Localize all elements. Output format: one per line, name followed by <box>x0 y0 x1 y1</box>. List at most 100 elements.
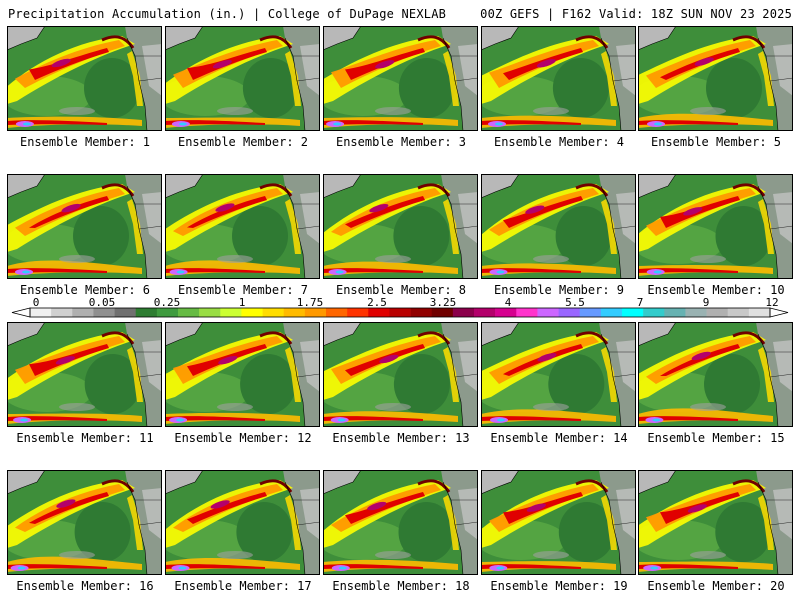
precip-map <box>165 26 320 131</box>
ensemble-panel-13 <box>323 322 478 427</box>
colorbar-tick-label: 1 <box>239 297 246 309</box>
ensemble-panel-18 <box>323 470 478 575</box>
ensemble-panel-12 <box>165 322 320 427</box>
precip-map <box>7 322 162 427</box>
colorbar-tick-label: 7 <box>637 297 644 309</box>
colorbar-tick-label: 0.25 <box>154 297 181 309</box>
colorbar-swatch <box>220 308 242 317</box>
precip-map <box>638 174 793 279</box>
ensemble-member-label: Ensemble Member: 18 <box>332 579 470 593</box>
colorbar-swatch <box>114 308 137 317</box>
colorbar-swatch <box>727 308 750 317</box>
colorbar-swatch <box>431 308 454 317</box>
colorbar-min-arrow <box>11 307 31 318</box>
colorbar-swatch <box>368 308 390 317</box>
colorbar-swatch <box>326 308 348 317</box>
colorbar-swatch <box>516 308 538 317</box>
ensemble-member-label: Ensemble Member: 6 <box>19 283 151 297</box>
precip-map <box>481 174 636 279</box>
ensemble-member-label: Ensemble Member: 1 <box>19 135 151 149</box>
precip-map <box>165 322 320 427</box>
precip-map <box>638 26 793 131</box>
colorbar-tick-label: 4 <box>505 297 512 309</box>
ensemble-member-label: Ensemble Member: 4 <box>493 135 625 149</box>
colorbar-tick-label: 0 <box>33 297 40 309</box>
ensemble-panel-2 <box>165 26 320 131</box>
colorbar-swatch <box>643 308 665 317</box>
colorbar-swatch <box>262 308 285 317</box>
colorbar-swatch <box>72 308 94 317</box>
ensemble-member-label: Ensemble Member: 7 <box>177 283 309 297</box>
ensemble-member-label: Ensemble Member: 12 <box>174 431 312 445</box>
ensemble-panel-9 <box>481 174 636 279</box>
precip-map <box>481 322 636 427</box>
ensemble-panel-1 <box>7 26 162 131</box>
ensemble-panel-14 <box>481 322 636 427</box>
ensemble-panel-20 <box>638 470 793 575</box>
colorbar-tick-label: 1.75 <box>297 297 324 309</box>
ensemble-member-label: Ensemble Member: 20 <box>647 579 785 593</box>
precip-map <box>323 174 478 279</box>
ensemble-panel-16 <box>7 470 162 575</box>
colorbar-swatch <box>156 308 179 317</box>
precip-map <box>7 470 162 575</box>
ensemble-member-label: Ensemble Member: 10 <box>647 283 785 297</box>
colorbar-tick-label: 2.5 <box>367 297 387 309</box>
colorbar-swatch <box>283 308 306 317</box>
colorbar-swatch <box>558 308 581 317</box>
precip-map <box>165 174 320 279</box>
colorbar-swatch <box>622 308 644 317</box>
precip-map <box>323 322 478 427</box>
colorbar-swatch <box>495 308 517 317</box>
ensemble-panel-11 <box>7 322 162 427</box>
colorbar-swatch <box>241 308 263 317</box>
ensemble-member-label: Ensemble Member: 16 <box>16 579 154 593</box>
colorbar-swatch <box>389 308 411 317</box>
ensemble-panel-8 <box>323 174 478 279</box>
ensemble-member-label: Ensemble Member: 19 <box>490 579 628 593</box>
colorbar-tick-label: 5.5 <box>565 297 585 309</box>
precip-map <box>638 322 793 427</box>
ensemble-member-label: Ensemble Member: 15 <box>647 431 785 445</box>
colorbar-swatch <box>199 308 221 317</box>
ensemble-panel-5 <box>638 26 793 131</box>
colorbar-swatch <box>178 308 200 317</box>
colorbar-swatch <box>685 308 707 317</box>
ensemble-member-label: Ensemble Member: 14 <box>490 431 628 445</box>
colorbar-swatch <box>537 308 559 317</box>
ensemble-member-label: Ensemble Member: 2 <box>177 135 309 149</box>
colorbar-swatch <box>93 308 115 317</box>
colorbar-swatch <box>579 308 602 317</box>
ensemble-panel-6 <box>7 174 162 279</box>
ensemble-panel-3 <box>323 26 478 131</box>
precip-map <box>323 26 478 131</box>
colorbar-swatch <box>600 308 623 317</box>
colorbar-max-arrow <box>769 307 789 318</box>
ensemble-panel-4 <box>481 26 636 131</box>
ensemble-member-label: Ensemble Member: 13 <box>332 431 470 445</box>
ensemble-member-label: Ensemble Member: 17 <box>174 579 312 593</box>
ensemble-panel-19 <box>481 470 636 575</box>
precip-map <box>165 470 320 575</box>
colorbar-swatch <box>474 308 496 317</box>
ensemble-panel-17 <box>165 470 320 575</box>
ensemble-member-label: Ensemble Member: 3 <box>335 135 467 149</box>
map-title: Precipitation Accumulation (in.) | Colle… <box>8 7 447 21</box>
ensemble-member-label: Ensemble Member: 5 <box>650 135 782 149</box>
ensemble-member-label: Ensemble Member: 8 <box>335 283 467 297</box>
precip-colorbar: 0 0.05 0.25 1 1.75 2.5 3.25 4 5.5 7 9 12 <box>11 297 789 318</box>
precip-map <box>481 470 636 575</box>
ensemble-member-label: Ensemble Member: 9 <box>493 283 625 297</box>
colorbar-swatch <box>304 308 327 317</box>
colorbar-tick-label: 3.25 <box>430 297 457 309</box>
colorbar-tick-label: 9 <box>703 297 710 309</box>
colorbar-tick-label: 0.05 <box>89 297 116 309</box>
colorbar-swatch <box>135 308 158 317</box>
ensemble-member-label: Ensemble Member: 11 <box>16 431 154 445</box>
colorbar-tick-label: 12 <box>765 297 778 309</box>
ensemble-panel-15 <box>638 322 793 427</box>
model-run-info: 00Z GEFS | F162 Valid: 18Z SUN NOV 23 20… <box>480 7 792 21</box>
colorbar-swatch <box>51 308 73 317</box>
colorbar-swatch <box>452 308 475 317</box>
ensemble-panel-10 <box>638 174 793 279</box>
